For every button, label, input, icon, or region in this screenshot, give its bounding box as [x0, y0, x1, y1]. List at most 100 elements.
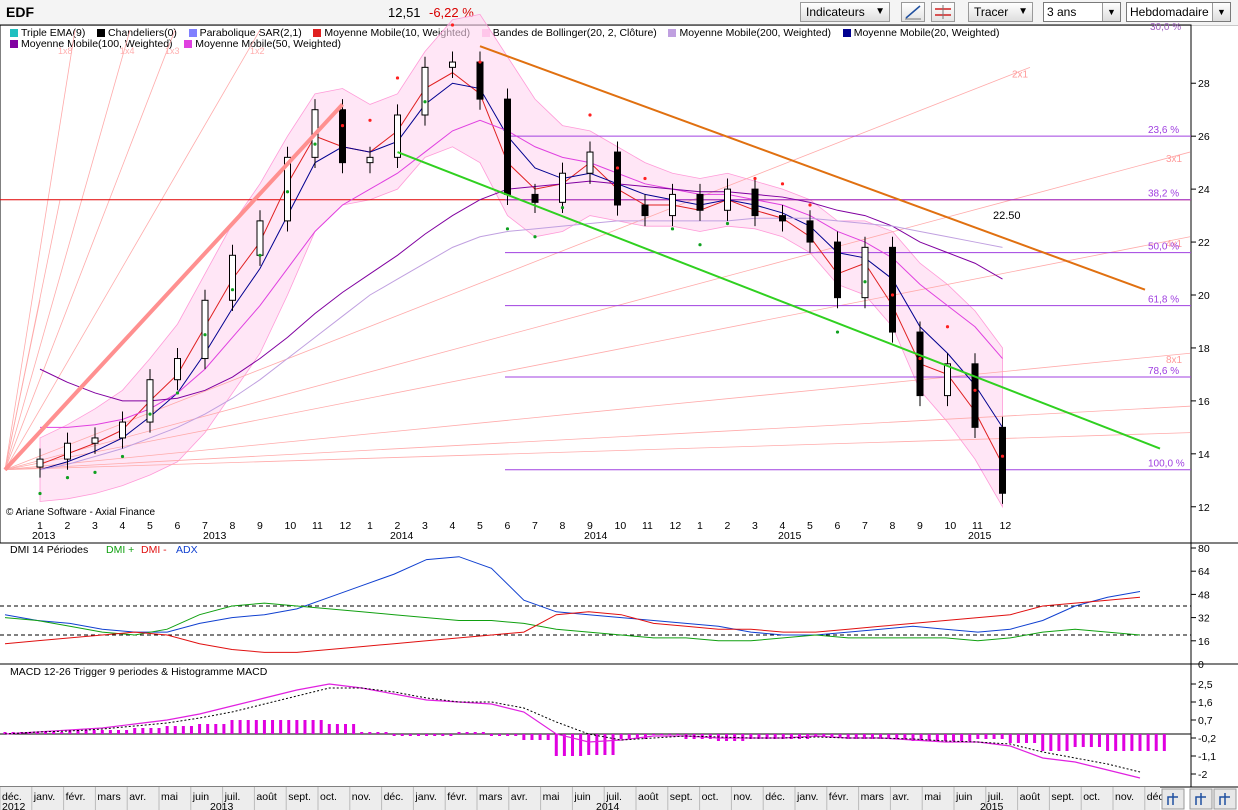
sar-dot: [533, 235, 537, 239]
macd-histogram-bar: [789, 734, 793, 739]
date-axis-month: mars: [861, 791, 884, 803]
macd-histogram-bar: [895, 734, 899, 739]
macd-histogram-bar: [473, 732, 477, 734]
macd-histogram-bar: [538, 734, 542, 740]
macd-histogram-bar: [1154, 734, 1158, 751]
candle-body: [806, 220, 814, 243]
adx-label: ADX: [176, 544, 198, 556]
indicators-button[interactable]: Indicateurs ▼: [800, 2, 890, 22]
legend-item: Moyenne Mobile(200, Weighted): [668, 27, 831, 39]
gann-fan-line: [4, 29, 261, 470]
macd-histogram-bar: [279, 720, 283, 734]
year-label: 2015: [968, 530, 992, 542]
frequency-select[interactable]: Hebdomadaire ▼: [1126, 2, 1231, 22]
macd-histogram-bar: [214, 724, 218, 734]
gann-fan-label: 4x1: [1166, 239, 1183, 250]
macd-histogram-bar: [1081, 734, 1085, 747]
legend-item: Moyenne Mobile(100, Weighted): [10, 38, 173, 50]
macd-histogram-bar: [433, 734, 437, 736]
macd-histogram-bar: [765, 734, 769, 739]
macd-histogram-bar: [125, 730, 129, 734]
date-axis-month: oct.: [320, 791, 337, 803]
fibonacci-level-label: 23,6 %: [1148, 125, 1179, 136]
macd-histogram-bar: [546, 734, 550, 740]
candle-body: [696, 193, 704, 211]
candle-body: [174, 358, 181, 381]
macd-histogram-bar: [449, 734, 453, 736]
sar-dot: [285, 190, 290, 194]
month-number-label: 12: [670, 520, 682, 532]
draw-label: Tracer: [974, 5, 1009, 19]
dmi-minus-label: DMI -: [141, 544, 167, 556]
macd-trigger-line: [4, 687, 1141, 773]
sar-dot: [670, 227, 675, 231]
trendline-tool-button[interactable]: [901, 2, 925, 22]
date-axis-month: févr.: [829, 791, 849, 803]
macd-histogram-bar: [376, 732, 380, 734]
macd-histogram-bar: [530, 734, 534, 740]
macd-histogram-bar: [149, 728, 153, 734]
sar-dot: [93, 470, 97, 474]
macd-tick-label: 0,7: [1198, 715, 1213, 727]
sar-dot: [395, 76, 400, 80]
date-axis-month: déc.: [384, 791, 404, 803]
fibonacci-level-label: 61,8 %: [1148, 295, 1179, 306]
month-number-label: 9: [257, 520, 263, 532]
price-tick-label: 14: [1198, 449, 1210, 461]
fib-label-top: 30,0 %: [1150, 22, 1181, 33]
candle-body: [229, 254, 236, 301]
macd-histogram-bar: [1065, 734, 1069, 751]
macd-histogram-bar: [1114, 734, 1118, 751]
macd-histogram-bar: [498, 734, 502, 736]
macd-histogram-bar: [230, 720, 234, 734]
macd-histogram-bar: [522, 734, 526, 740]
draw-button[interactable]: Tracer ▼: [968, 2, 1033, 22]
date-axis-month: mai: [161, 791, 178, 803]
macd-histogram-bar: [587, 734, 591, 755]
macd-histogram-bar: [295, 720, 299, 734]
moving-average-line: [39, 72, 1003, 465]
macd-histogram-bar: [368, 732, 372, 734]
date-axis-month: sept.: [670, 791, 693, 803]
macd-histogram-bar: [189, 726, 193, 734]
candle-body: [504, 98, 511, 195]
date-axis-month: nov.: [1115, 791, 1134, 803]
macd-histogram-bar: [919, 734, 923, 741]
period-select[interactable]: 3 ans ▼: [1043, 2, 1121, 22]
macd-tick-label: -0,2: [1198, 733, 1216, 745]
macd-histogram-bar: [1097, 734, 1101, 747]
chart-nav-icon: [1167, 793, 1178, 805]
macd-histogram-bar: [425, 734, 429, 736]
price-tick-label: 20: [1198, 290, 1210, 302]
sar-dot: [450, 23, 455, 27]
date-axis-month: août: [638, 791, 659, 803]
sar-dot: [808, 203, 812, 207]
horizontal-line-tool-button[interactable]: [931, 2, 955, 22]
macd-histogram-bar: [830, 734, 834, 737]
macd-histogram-bar: [773, 734, 777, 739]
legend-label: Moyenne Mobile(50, Weighted): [195, 38, 341, 50]
macd-histogram-bar: [1057, 734, 1061, 751]
zoom-in-button[interactable]: [1189, 788, 1213, 810]
gann-fan-line: [4, 29, 131, 470]
gann-fan-line: [4, 236, 1191, 471]
macd-histogram-bar: [76, 730, 80, 734]
dmi-plus-label: DMI +: [106, 544, 135, 556]
sar-dot: [505, 227, 510, 231]
scroll-start-button[interactable]: [1161, 788, 1185, 810]
legend-label: Triple EMA(9): [21, 27, 86, 39]
macd-histogram-bar: [571, 734, 574, 756]
sar-dot: [780, 182, 785, 186]
macd-histogram-bar: [952, 734, 956, 741]
macd-histogram-bar: [1049, 734, 1053, 751]
zoom-out-button[interactable]: [1213, 788, 1237, 810]
date-axis-month: déc.: [765, 791, 785, 803]
sar-dot: [698, 243, 702, 247]
gann-fan-label: 1x8: [58, 46, 73, 56]
macd-histogram-bar: [1073, 734, 1077, 747]
month-number-label: 6: [175, 520, 181, 532]
macd-histogram-bar: [352, 724, 356, 734]
macd-histogram-bar: [1089, 734, 1093, 747]
candle-body: [944, 363, 951, 397]
